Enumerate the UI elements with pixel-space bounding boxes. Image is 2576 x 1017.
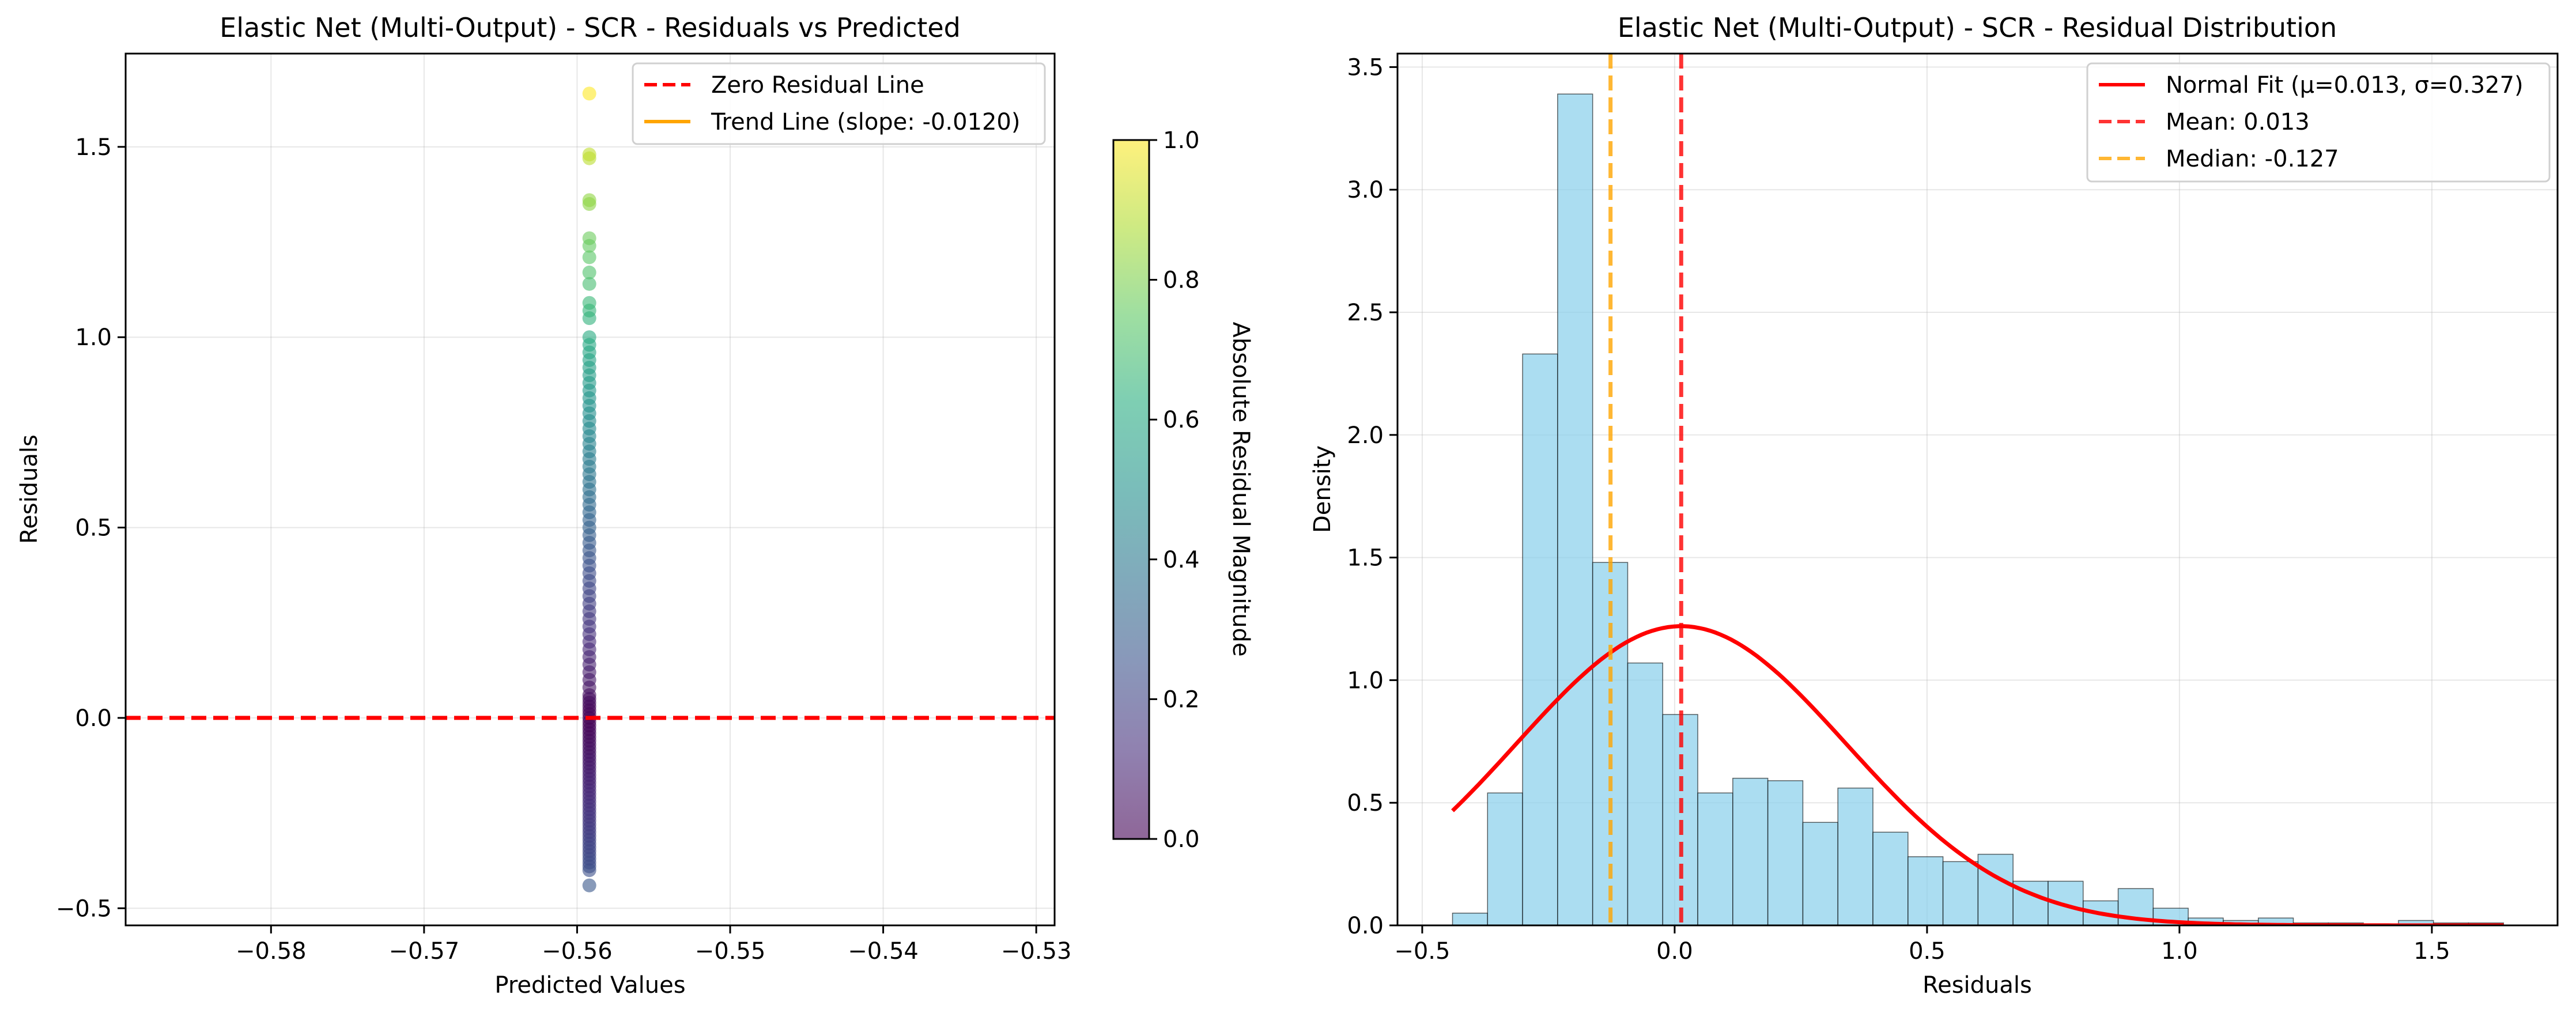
- histogram-bar: [1697, 792, 1733, 925]
- x-tick-label: −0.58: [236, 938, 307, 965]
- y-tick-label: 1.0: [75, 324, 112, 351]
- histogram-bar: [1977, 853, 2014, 925]
- histogram-bar: [1627, 662, 1663, 925]
- colorbar-tick-label: 0.4: [1163, 547, 1200, 573]
- plot-series: [126, 86, 1055, 893]
- scatter-point: [582, 265, 596, 279]
- legend: Zero Residual Line Trend Line (slope: -0…: [632, 62, 1046, 145]
- histogram-bar: [1767, 780, 1804, 925]
- x-tick-label: 0.5: [1909, 938, 1946, 965]
- legend-zero-line-label: Zero Residual Line: [711, 72, 924, 99]
- legend-box: [2086, 62, 2551, 183]
- histogram-bar: [1802, 822, 1838, 925]
- y-tick-label: 2.5: [1347, 300, 1384, 326]
- legend-median-label: Median: -0.127: [2166, 146, 2339, 172]
- x-axis-label: Predicted Values: [494, 972, 685, 999]
- y-axis-label: Density: [1309, 445, 1336, 533]
- scatter-point: [582, 148, 596, 162]
- scatter-point: [582, 296, 596, 310]
- scatter-point: [582, 330, 596, 345]
- residuals-vs-predicted-chart: Elastic Net (Multi-Output) - SCR - Resid…: [16, 12, 1254, 999]
- scatter-point: [582, 878, 596, 893]
- histogram-bar: [1837, 787, 1874, 925]
- y-tick-label: 3.0: [1347, 177, 1384, 203]
- y-tick-label: 0.5: [1347, 790, 1384, 816]
- y-tick-label: 1.0: [1347, 667, 1384, 694]
- chart-title: Elastic Net (Multi-Output) - SCR - Resid…: [220, 12, 961, 43]
- x-tick-label: 1.0: [2161, 938, 2198, 965]
- axis-ticks: −0.58 −0.57 −0.56 −0.55 −0.54 −0.53 −0.5 0.0 0.5…: [56, 134, 1072, 965]
- y-tick-label: 1.5: [75, 134, 112, 161]
- histogram-bar: [1732, 777, 1769, 925]
- y-tick-label: −0.5: [56, 895, 112, 922]
- legend: Normal Fit (μ=0.013, σ=0.327) Mean: 0.01…: [2086, 62, 2551, 183]
- histogram-bar: [1557, 93, 1593, 925]
- scatter-point: [582, 193, 596, 207]
- histogram-bar: [1872, 831, 1909, 925]
- x-tick-label: 0.0: [1656, 938, 1693, 965]
- colorbar-tick-label: 0.8: [1163, 267, 1200, 294]
- plot-frame: [1396, 52, 2559, 927]
- colorbar-frame: [1112, 139, 1150, 840]
- colorbar-tick-label: 1.0: [1163, 127, 1200, 154]
- y-tick-label: 3.5: [1347, 54, 1384, 81]
- legend-normal-fit-label: Normal Fit (μ=0.013, σ=0.327): [2166, 72, 2524, 99]
- x-tick-label: −0.5: [1394, 938, 1450, 965]
- chart-title: Elastic Net (Multi-Output) - SCR - Resid…: [1618, 12, 2337, 43]
- x-axis-label: Residuals: [1922, 972, 2032, 999]
- histogram-bar: [1452, 912, 1489, 925]
- x-tick-label: −0.55: [695, 938, 766, 965]
- legend-mean-label: Mean: 0.013: [2166, 109, 2310, 135]
- legend-trend-line-label: Trend Line (slope: -0.0120): [711, 109, 1020, 135]
- y-axis-label: Residuals: [16, 434, 43, 544]
- x-tick-label: −0.53: [1001, 938, 1072, 965]
- colorbar-tick-label: 0.6: [1163, 407, 1200, 433]
- scatter-point: [582, 250, 596, 264]
- y-tick-label: 0.0: [1347, 913, 1384, 939]
- x-tick-label: 1.5: [2413, 938, 2450, 965]
- scatter-point: [582, 86, 596, 101]
- scatter-point: [582, 231, 596, 245]
- x-tick-label: −0.57: [389, 938, 460, 965]
- colorbar-tick-label: 0.2: [1163, 686, 1200, 713]
- histogram-bar: [1487, 792, 1523, 925]
- x-tick-label: −0.54: [848, 938, 919, 965]
- residual-distribution-chart: Elastic Net (Multi-Output) - SCR - Resid…: [1309, 12, 2559, 999]
- colorbar-ticks: 0.0 0.2 0.4 0.6 0.8 1.0: [1149, 127, 1200, 853]
- plot-frame: [124, 52, 1056, 927]
- y-tick-label: 0.5: [75, 515, 112, 542]
- colorbar-gradient: [1113, 140, 1149, 839]
- axis-ticks: −0.5 0.0 0.5 1.0 1.5 0.0 0.5 1.0 1.5 2.0 2.5 3.0 3.5: [1347, 54, 2450, 965]
- x-tick-label: −0.56: [542, 938, 613, 965]
- colorbar-tick-label: 0.0: [1163, 826, 1200, 853]
- y-tick-label: 1.5: [1347, 545, 1384, 572]
- histogram-bar: [1522, 353, 1558, 925]
- colorbar: 0.0 0.2 0.4 0.6 0.8 1.0 Absolute Residual Mag…: [1112, 127, 1254, 853]
- scatter-point: [582, 277, 596, 291]
- colorbar-label: Absolute Residual Magnitude: [1227, 322, 1254, 656]
- y-tick-label: 0.0: [75, 705, 112, 732]
- y-tick-label: 2.0: [1347, 422, 1384, 449]
- legend-box: [632, 62, 1046, 145]
- histogram-bar: [1908, 856, 1944, 925]
- histogram-bar: [1942, 861, 1979, 925]
